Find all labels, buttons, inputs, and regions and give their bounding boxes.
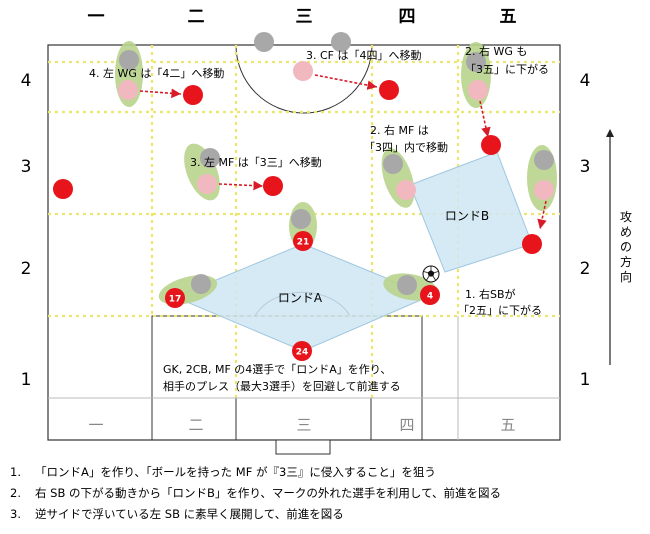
rcb-player	[420, 285, 440, 305]
right-sb-annotation-line1: 1. 右SBが	[465, 287, 516, 301]
right-mf-highlight	[381, 148, 415, 208]
left-mf-annotation: 3. 左 MF は「3三」へ移動	[190, 155, 322, 169]
rcb-number: 4	[427, 292, 433, 302]
opponent-player	[534, 150, 554, 170]
right-sb-start-position	[534, 180, 554, 200]
row-label-right-4: 4	[580, 71, 591, 91]
rondo-a-label: ロンドA	[278, 291, 323, 305]
svg-text:め: め	[620, 225, 632, 239]
opponent-player	[191, 274, 211, 294]
svg-text:の: の	[620, 240, 632, 254]
opponent-player	[331, 32, 351, 52]
bottom-column-3: 三	[296, 416, 311, 434]
footnote-3-text: 逆サイドで浮いている左 SB に素早く展開して、前進を図る	[35, 507, 344, 521]
lcb-player	[165, 288, 185, 308]
row-label-right-3: 3	[580, 157, 591, 177]
cf-player	[379, 80, 399, 100]
rondo-b-label: ロンドB	[445, 209, 489, 223]
column-header-4: 四	[399, 7, 416, 27]
opponent-player	[397, 275, 417, 295]
left-wg-player	[183, 85, 203, 105]
column-header-1: 一	[88, 7, 105, 27]
right-sb-player	[522, 234, 542, 254]
center-circle-arc	[235, 44, 373, 114]
right-wg-player	[481, 135, 501, 155]
left-mf-start-position	[197, 174, 217, 194]
cf-annotation: 3. CF は「4四」へ移動	[306, 48, 422, 62]
bottom-column-4: 四	[399, 416, 414, 434]
lcb-number: 17	[169, 295, 182, 305]
opponent-players	[119, 32, 554, 295]
row-label-right-1: 1	[580, 370, 591, 390]
mf-player	[293, 231, 313, 251]
mf-number: 21	[297, 238, 310, 248]
row-label-left-3: 3	[21, 157, 32, 177]
bottom-zone-lines	[48, 316, 560, 440]
svg-text:向: 向	[620, 269, 632, 284]
movement-arrows	[139, 74, 547, 230]
right-sb-annotation-line2: 「2五」に下がる	[458, 303, 542, 317]
left-mf-highlight	[184, 143, 220, 201]
footnotes: 1. 「ロンドA」を作り、「ボールを持った MF が『3三』に侵入すること」を狙…	[10, 465, 501, 521]
left-mf-player	[263, 176, 283, 196]
row-label-left-2: 2	[21, 259, 32, 279]
footnote-2-text: 右 SB の下がる動きから「ロンドB」を作り、マークの外れた選手を利用して、前進…	[35, 486, 501, 500]
right-mf-annotation-line1: 2. 右 MF は	[370, 123, 429, 137]
gk-number: 24	[296, 348, 309, 358]
footnote-1-text: 「ロンドA」を作り、「ボールを持った MF が『3三』に侵入すること」を狙う	[35, 465, 436, 479]
start-positions	[118, 61, 554, 200]
footnote-2-number: 2.	[10, 486, 21, 500]
team-players	[53, 80, 542, 361]
footnote-3-number: 3.	[10, 507, 21, 521]
bottom-column-1: 一	[88, 416, 103, 434]
column-header-3: 三	[296, 7, 313, 27]
bottom-column-5: 五	[500, 416, 515, 434]
opponent-player	[254, 32, 274, 52]
left-wg-annotation: 4. 左 WG は「4二」へ移動	[89, 66, 224, 80]
svg-text:方: 方	[620, 254, 632, 269]
left-sb-player	[53, 179, 73, 199]
gk-annotation-line2: 相手のプレス（最大3選手）を回避して前進する	[163, 379, 401, 393]
goal	[275, 439, 331, 455]
footnote-1-number: 1.	[10, 465, 21, 479]
right-wg-annotation-line2: 「3五」に下がる	[465, 62, 549, 76]
svg-text:攻: 攻	[620, 210, 632, 224]
opponent-player	[466, 52, 486, 72]
left-wg-start-position	[118, 80, 138, 100]
right-wg-annotation-line1: 2. 右 WG も	[465, 44, 527, 58]
opponent-player	[200, 148, 220, 168]
row-label-left-1: 1	[21, 370, 32, 390]
opponent-player	[119, 50, 139, 70]
right-mf-annotation-line2: 「3四」内で移動	[364, 140, 448, 154]
bottom-column-2: 二	[188, 416, 203, 434]
gk-annotation-line1: GK, 2CB, MF の4選手で「ロンドA」を作り、	[163, 362, 391, 376]
soccer-ball-icon	[422, 265, 440, 283]
gk-player	[292, 341, 312, 361]
row-label-right-2: 2	[580, 259, 591, 279]
attack-direction-label: 攻 め の 方 向	[620, 210, 632, 284]
cf-start-position	[293, 61, 313, 81]
right-wg-start-position	[468, 80, 488, 100]
row-label-left-4: 4	[21, 71, 32, 91]
column-header-5: 五	[500, 7, 517, 27]
column-header-2: 二	[188, 7, 205, 27]
opponent-player	[383, 154, 403, 174]
right-mf-start-position	[396, 180, 416, 200]
opponent-player	[291, 209, 311, 229]
